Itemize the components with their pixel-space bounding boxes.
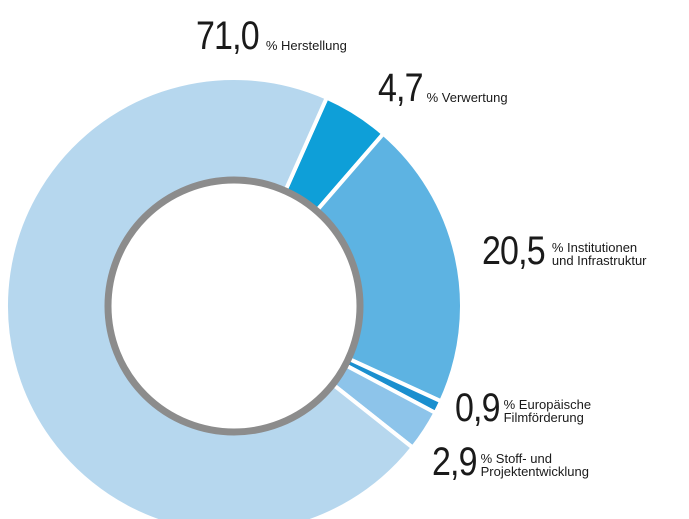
segment-label: 20,5% Institutionen und Infrastruktur	[482, 229, 647, 273]
unit: %	[426, 90, 439, 105]
category-label: Stoff- und Projektentwicklung	[480, 451, 589, 479]
segment-label: 0,9% Europäische Filmförderung	[455, 386, 591, 430]
value-label: 20,5	[482, 229, 546, 273]
unit: %	[551, 240, 564, 255]
segment-label: 2,9% Stoff- und Projektentwicklung	[432, 440, 589, 484]
category-label: Herstellung	[281, 38, 347, 53]
value-label: 4,7	[378, 66, 424, 110]
unit: %	[265, 38, 278, 53]
category-text: % Verwertung	[427, 91, 508, 104]
segment-label: 4,7% Verwertung	[378, 66, 508, 110]
value-label: 71,0	[196, 14, 260, 58]
value-label: 0,9	[455, 386, 501, 430]
category-text: % Institutionen und Infrastruktur	[552, 241, 647, 267]
unit: %	[480, 451, 493, 466]
inner-ring	[104, 176, 364, 436]
value-label: 2,9	[432, 440, 478, 484]
unit: %	[503, 397, 516, 412]
category-text: % Herstellung	[266, 39, 347, 52]
segment-label: 71,0% Herstellung	[196, 14, 347, 58]
category-label: Europäische Filmförderung	[503, 397, 592, 425]
category-text: % Europäische Filmförderung	[504, 398, 591, 424]
category-label: Verwertung	[441, 90, 508, 105]
category-label: Institutionen und Infrastruktur	[551, 240, 647, 268]
category-text: % Stoff- und Projektentwicklung	[481, 452, 589, 478]
